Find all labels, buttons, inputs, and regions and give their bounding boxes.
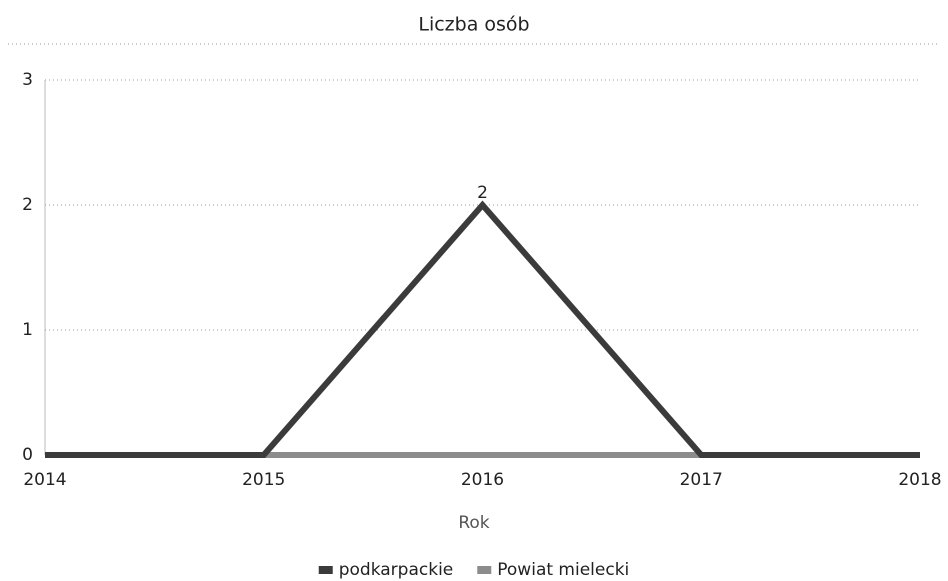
chart-title: Liczba osób (418, 14, 529, 36)
legend-swatch (477, 566, 492, 574)
y-tick-label: 3 (22, 70, 33, 90)
y-tick-label: 2 (22, 195, 33, 215)
legend-swatch (318, 566, 333, 574)
legend-item[interactable]: Powiat mielecki (477, 560, 629, 580)
x-tick-label: 2014 (23, 470, 66, 490)
series-line (45, 200, 920, 458)
x-axis-label: Rok (458, 513, 489, 533)
x-tick-label: 2016 (461, 470, 504, 490)
data-label: 2 (477, 183, 488, 203)
legend-item[interactable]: podkarpackie (318, 560, 454, 580)
x-tick-label: 2018 (898, 470, 941, 490)
y-tick-label: 0 (22, 445, 33, 465)
legend-label: Powiat mielecki (497, 560, 629, 580)
y-tick-label: 1 (22, 320, 33, 340)
x-tick-label: 2017 (680, 470, 723, 490)
legend-label: podkarpackie (339, 560, 454, 580)
x-tick-label: 2015 (242, 470, 285, 490)
